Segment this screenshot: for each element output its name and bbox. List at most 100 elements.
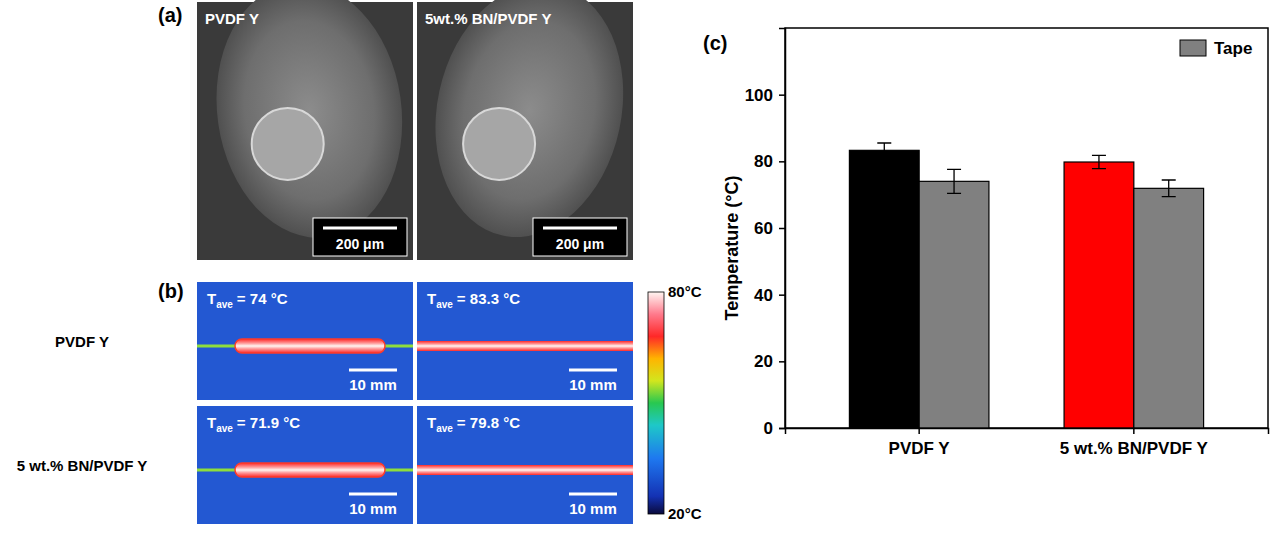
scale-bar-box [313,218,407,256]
scale-bar-label: 10 mm [569,500,617,517]
error-bar [877,143,891,158]
bar [1064,162,1134,428]
error-bar [1092,155,1106,168]
x-tick-mark [1133,428,1135,434]
symbol: T [207,414,216,431]
thermal-background [417,406,633,524]
scale-bar [543,227,617,230]
figure: (a) PVDF Y 200 μm5wt.% BN/PVDF Y 200 μm (b) P… [0,0,1284,537]
image-title: PVDF Y [205,10,259,27]
scale-bar [349,493,397,496]
subscript: ave [436,423,453,434]
y-tick-label: 20 [754,352,773,371]
sem-core [463,108,535,180]
thermal-image: Tave = 79.8 °C 10 mm [417,406,633,524]
average-temperature: Tave = 71.9 °C [207,414,300,434]
y-tick-mark [779,428,785,430]
hot-yarn [417,341,633,351]
background [0,0,1284,537]
scale-bar [323,227,397,230]
error-bar [947,169,961,193]
value-text: = 83.3 °C [457,290,520,307]
y-tick-mark [779,161,785,163]
subscript: ave [216,299,233,310]
value-text: = 71.9 °C [237,414,300,431]
colorbar-label: 20°C [668,505,702,522]
error-bar [1162,180,1176,197]
panel-label: (b) [158,280,184,302]
bar-chart: 020406080100PVDF Y5 wt.% BN/PVDF YTemper… [722,28,1269,458]
scale-bar-label: 10 mm [569,376,617,393]
y-tick-mark [779,361,785,363]
legend-item: Tape [1180,39,1252,58]
y-axis: 0 20 40 60 80 100 [745,29,786,438]
y-tick-label: 100 [745,86,773,105]
error-bar-line [877,143,891,158]
y-axis-line [779,29,786,429]
scale-bar-label: 10 mm [349,376,397,393]
panel-label: (c) [703,32,727,54]
y-tick: 0 [764,419,785,438]
thermal-image: Tave= 71.9 °C10 mm [197,406,413,524]
symbol: T [427,290,436,307]
scale-bar [569,493,617,496]
plot-frame [785,28,1268,428]
subscript: ave [216,423,233,434]
scale-bar [349,369,397,372]
y-tick-label: 40 [754,286,773,305]
y-tick-label: 0 [764,419,773,438]
error-bar-line [1092,155,1106,168]
thermal-background [417,282,633,400]
error-bar-line [1162,180,1176,197]
hot-tape [235,463,385,477]
value-text: = 79.8 °C [457,414,520,431]
y-tick: 40 [754,286,785,305]
panel-label: (a) [158,4,182,26]
y-tick: 20 [754,352,785,371]
image-title: 5wt.% BN/PVDF Y [425,10,551,27]
x-tick-mark [918,428,920,434]
sem-image: 5wt.% BN/PVDF Y 200 μm [413,0,646,260]
thermal-background [197,406,413,524]
thermal-image: Tave = 74 °C 10 mm [197,282,413,400]
scale-bar [569,369,617,372]
hot-yarn [417,465,633,475]
x-tick-label: 5 wt.% BN/PVDF Y [1060,439,1209,458]
error-bar-line [947,169,961,193]
x-tick-label: PVDF Y [889,439,951,458]
legend-label: Tape [1214,39,1252,58]
average-temperature: Tave = 83.3 °C [427,290,520,310]
y-tick-mark [779,228,785,230]
average-temperature: Tave = 74 °C [207,290,288,310]
sem-core [252,108,324,180]
sem-fiber [413,0,646,255]
y-tick: 100 [745,86,785,105]
y-tick: 60 [754,219,785,238]
subscript: ave [436,299,453,310]
row-label: PVDF Y [55,333,109,350]
bar [919,181,989,428]
scale-bar-box [533,218,627,256]
x-axis-line [786,429,1269,435]
x-tick: 5 wt.% BN/PVDF Y [1060,428,1209,458]
sem-fiber [200,0,418,250]
symbol: T [207,290,216,307]
bar [1134,188,1204,428]
symbol: T [427,414,436,431]
value-text: = 74 °C [237,290,288,307]
figure-svg: (a) PVDF Y 200 μm5wt.% BN/PVDF Y 200 μm (b) P… [0,0,1284,537]
hot-tape [235,339,385,353]
colorbar-label: 80°C [668,283,702,300]
bar [849,150,919,428]
legend-swatch [1180,40,1206,56]
x-axis: PVDF Y 5 wt.% BN/PVDF Y [786,428,1269,458]
bars [849,143,1203,428]
x-tick: PVDF Y [889,428,951,458]
y-tick-mark [779,294,785,296]
colorbar [648,292,664,514]
average-temperature: Tave = 79.8 °C [427,414,520,434]
thermal-background [197,282,413,400]
y-tick: 80 [754,152,785,171]
scale-bar-label: 200 μm [556,236,604,252]
row-label: 5 wt.% BN/PVDF Y [17,457,148,474]
